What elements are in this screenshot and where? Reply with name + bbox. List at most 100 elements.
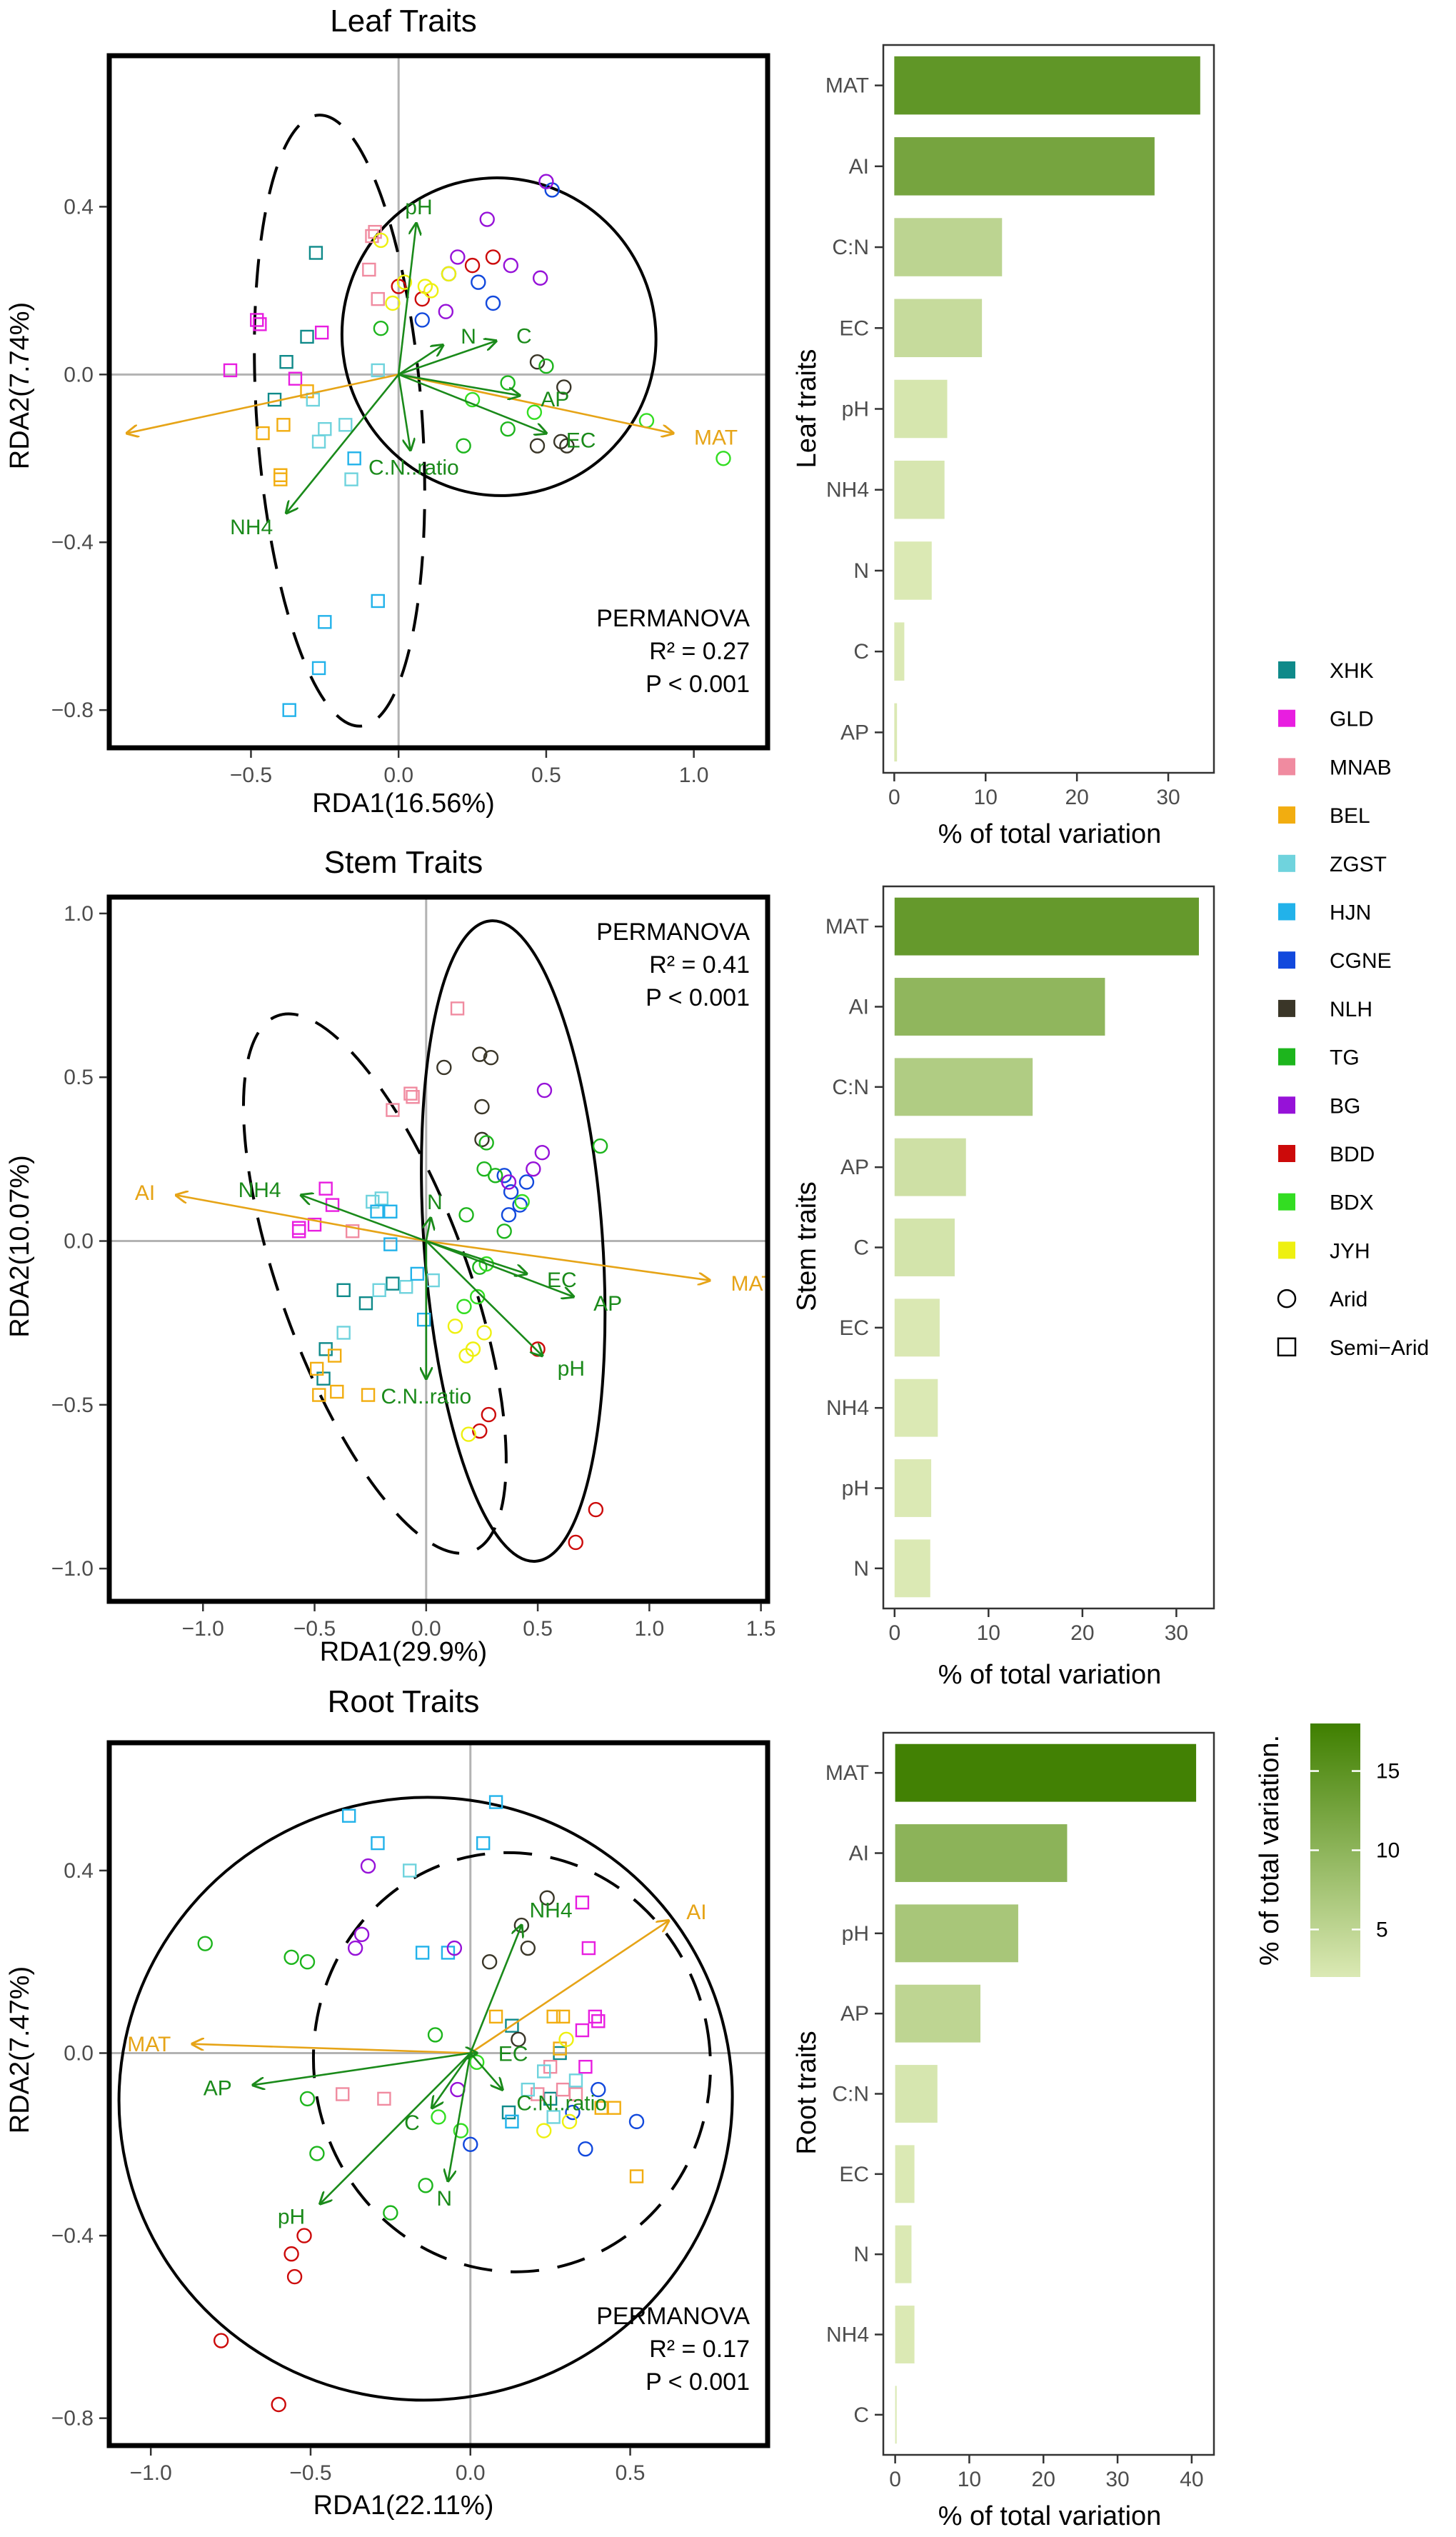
bar-n bbox=[894, 1539, 930, 1598]
x-tick-label: 10 bbox=[974, 786, 998, 809]
arrow-label-n: N bbox=[461, 325, 476, 349]
bar-ec bbox=[894, 299, 983, 358]
point-bel bbox=[488, 2009, 503, 2024]
legend: XHK GLD MNAB BEL ZGST HJN CGNE NLH TG BG BDD BDX JYH… bbox=[1255, 659, 1429, 1977]
point-jyh bbox=[423, 283, 439, 299]
point-tg bbox=[458, 1207, 474, 1223]
point-bdx bbox=[456, 1298, 472, 1314]
x-tick-label: 1.5 bbox=[746, 1617, 776, 1641]
arrow-nh4 bbox=[286, 374, 400, 513]
arrow-label-ph: pH bbox=[278, 2205, 305, 2228]
semi-arid-ellipse bbox=[311, 1851, 712, 2273]
point-hjn bbox=[416, 1312, 431, 1327]
legend-swatch-zgst bbox=[1278, 854, 1295, 872]
arrow-label-cnratio: C.N..ratio bbox=[381, 1385, 471, 1408]
y-axis-label: RDA2(10.07%) bbox=[5, 1155, 35, 1338]
category-label: C:N bbox=[832, 1076, 869, 1099]
bar-panel-stem_bar: MAT AI C:N AP C EC NH4 pH N 0 10 20 30% of total var… bbox=[792, 885, 1215, 1690]
point-hjn bbox=[347, 451, 361, 466]
point-xhk bbox=[505, 2018, 519, 2033]
point-bel bbox=[556, 2009, 571, 2024]
point-cgne bbox=[485, 295, 501, 311]
x-axis-label: RDA1(29.9%) bbox=[320, 1637, 487, 1667]
point-tg bbox=[197, 1936, 213, 1951]
category-label: C:N bbox=[832, 236, 869, 259]
category-label: NH4 bbox=[826, 479, 869, 502]
bar-ap bbox=[894, 1138, 966, 1196]
category-label: C bbox=[853, 1236, 869, 1260]
x-tick-label: 0 bbox=[889, 2468, 901, 2491]
point-bdx bbox=[464, 391, 481, 408]
bar-ec bbox=[894, 1298, 940, 1357]
arrow-nh4 bbox=[469, 1926, 522, 2053]
point-tg bbox=[456, 438, 471, 454]
category-label: EC bbox=[839, 2163, 869, 2186]
point-xhk bbox=[358, 1296, 373, 1311]
point-mnab bbox=[365, 229, 379, 244]
legend-swatch-bdd bbox=[1278, 1145, 1295, 1162]
plot-frame bbox=[106, 53, 770, 751]
point-gld bbox=[253, 317, 267, 331]
legend-swatch-bg bbox=[1278, 1096, 1295, 1114]
bar-nh4 bbox=[894, 460, 945, 519]
point-hjn bbox=[318, 615, 332, 629]
y-tick-label: 0.5 bbox=[64, 1066, 94, 1089]
point-zgst bbox=[372, 1283, 386, 1298]
arrow-label-c: C bbox=[404, 2111, 420, 2135]
category-label: MAT bbox=[825, 1761, 869, 1785]
y-tick-label: −0.4 bbox=[51, 531, 94, 554]
permanova-r2: R² = 0.17 bbox=[649, 2336, 750, 2363]
x-tick-label: 10 bbox=[958, 2468, 981, 2491]
colorbar-tick-label: 10 bbox=[1376, 1839, 1400, 1863]
point-xhk bbox=[308, 246, 323, 260]
point-hjn bbox=[476, 1836, 491, 1851]
point-jyh bbox=[373, 232, 389, 249]
arid-ellipse bbox=[340, 176, 658, 497]
legend-label-bdx: BDX bbox=[1330, 1191, 1374, 1215]
arrow-cnratio bbox=[397, 374, 411, 450]
x-axis-label: RDA1(16.56%) bbox=[312, 789, 495, 819]
arid-ellipse bbox=[420, 919, 607, 1563]
x-tick-label: −0.5 bbox=[293, 1617, 336, 1641]
point-bg bbox=[538, 174, 554, 189]
point-nlh bbox=[436, 1059, 452, 1076]
category-label: N bbox=[853, 1557, 869, 1581]
category-label: EC bbox=[839, 1316, 869, 1340]
x-axis-label: % of total variation bbox=[938, 2501, 1162, 2531]
point-bel bbox=[256, 426, 270, 441]
point-zgst bbox=[374, 1191, 389, 1206]
category-label: C:N bbox=[832, 2083, 869, 2106]
point-jyh bbox=[441, 266, 457, 282]
point-bg bbox=[503, 257, 518, 274]
legend-swatch-hjn bbox=[1278, 903, 1295, 921]
point-bg bbox=[438, 304, 454, 319]
arrow-label-n: N bbox=[427, 1191, 443, 1214]
point-tg bbox=[500, 421, 516, 437]
point-tg bbox=[487, 1168, 503, 1184]
point-bdx bbox=[469, 1288, 486, 1305]
point-tg bbox=[427, 2027, 443, 2043]
panel-title: Root Traits bbox=[328, 1684, 480, 1719]
arrow-ph bbox=[397, 224, 416, 375]
point-cgne bbox=[471, 274, 486, 290]
panel-title: Leaf Traits bbox=[330, 4, 476, 39]
point-mnab bbox=[345, 1224, 360, 1239]
category-label: pH bbox=[842, 1477, 869, 1501]
legend-label-bdd: BDD bbox=[1330, 1143, 1375, 1166]
y-axis-label: Leaf traits bbox=[792, 349, 822, 469]
plot-frame bbox=[106, 1740, 770, 2448]
point-tg bbox=[299, 1954, 316, 1970]
point-bdx bbox=[431, 2109, 446, 2125]
x-tick-label: −0.5 bbox=[289, 2461, 331, 2485]
point-jyh bbox=[476, 1325, 492, 1341]
point-cgne bbox=[463, 2136, 478, 2152]
legend-semiarid-symbol bbox=[1277, 1337, 1297, 1357]
point-bdx bbox=[453, 2123, 469, 2138]
point-bdd bbox=[464, 257, 481, 274]
point-jyh bbox=[465, 1341, 481, 1357]
bar-ec bbox=[895, 2145, 915, 2203]
point-gld bbox=[318, 1181, 333, 1196]
point-bel bbox=[273, 472, 288, 486]
arrow-mat bbox=[426, 1240, 710, 1281]
